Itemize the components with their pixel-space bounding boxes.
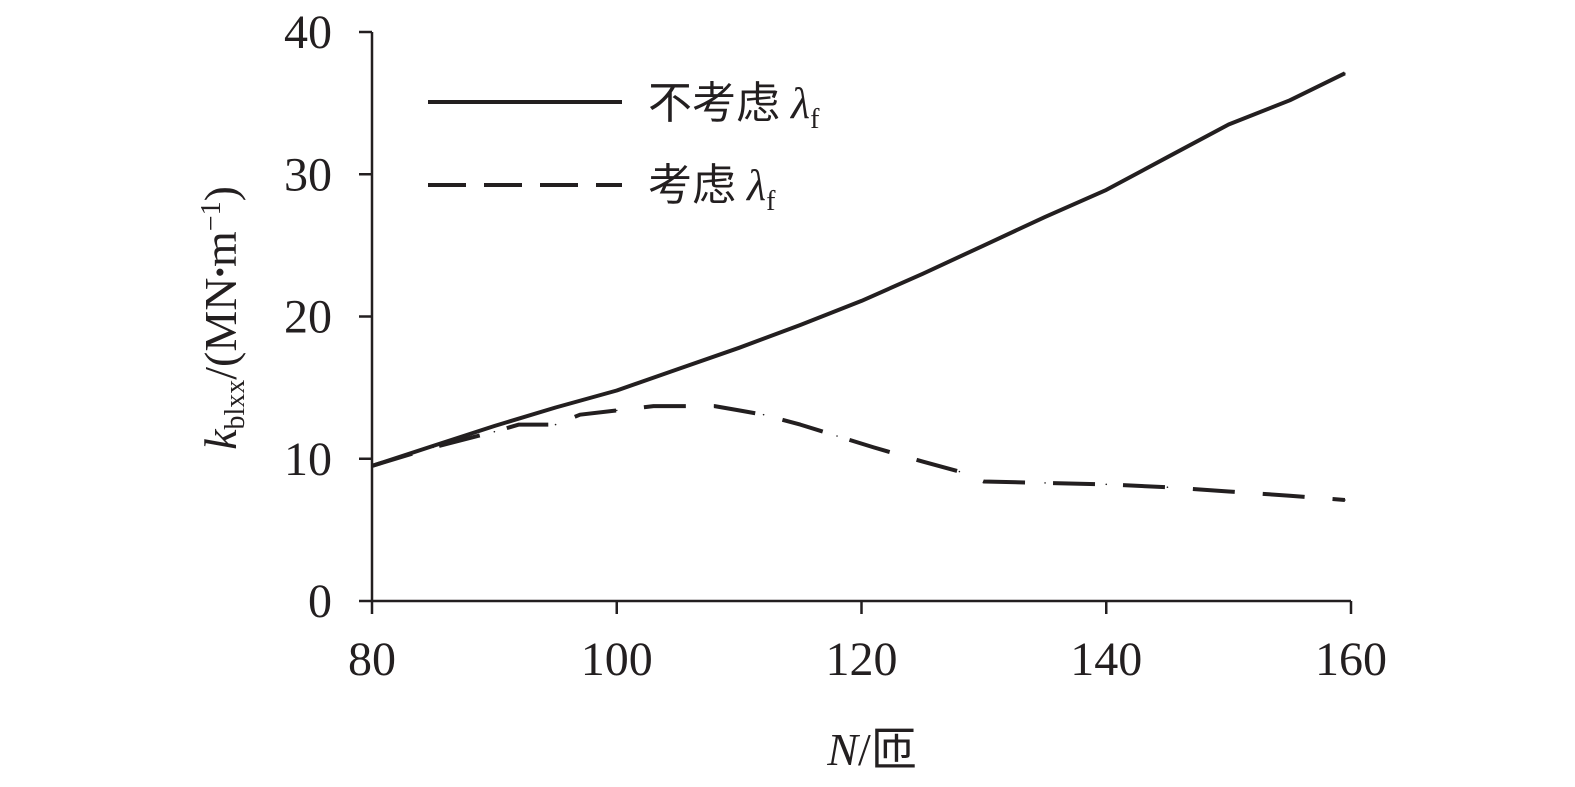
data-point <box>921 273 924 275</box>
data-point <box>371 465 373 467</box>
legend-label-solid: 不考虑 λf <box>648 79 820 135</box>
y-tick-label: 40 <box>284 6 332 59</box>
data-point <box>554 423 557 426</box>
data-point <box>1166 486 1169 489</box>
data-point <box>872 446 875 449</box>
data-point <box>983 480 985 483</box>
x-axis-title: N/匝 <box>826 724 916 775</box>
y-axis-ticks: 0 10 20 30 40 <box>284 6 372 628</box>
data-point <box>1227 490 1230 493</box>
data-point <box>799 423 802 426</box>
data-point <box>677 368 679 370</box>
data-point <box>738 409 740 412</box>
data-point <box>836 435 838 437</box>
data-point <box>432 445 434 447</box>
x-axis-ticks: 80 100 120 140 160 <box>348 601 1387 686</box>
data-point <box>1227 123 1230 126</box>
data-point <box>799 324 802 326</box>
data-point <box>1289 99 1291 102</box>
data-point <box>1044 482 1046 484</box>
series-line-solid <box>371 71 1346 468</box>
x-tick-label: 80 <box>348 633 396 686</box>
data-point <box>1105 189 1108 191</box>
data-point <box>518 423 520 426</box>
data-point <box>738 346 740 349</box>
data-point <box>615 409 618 412</box>
data-point <box>615 389 618 392</box>
x-tick-label: 120 <box>826 633 898 686</box>
data-point <box>1105 483 1108 486</box>
data-point <box>493 430 496 433</box>
y-tick-label: 20 <box>284 291 332 344</box>
data-point <box>1289 494 1291 497</box>
y-tick-label: 30 <box>284 148 332 201</box>
y-axis-title: kblxx/(MN•m−1) <box>195 186 251 450</box>
data-point <box>493 425 496 427</box>
axes <box>370 32 1351 603</box>
x-tick-label: 140 <box>1070 633 1142 686</box>
y-tick-label: 10 <box>284 433 332 486</box>
y-tick-label: 0 <box>308 575 332 628</box>
data-point <box>432 446 434 449</box>
data-point <box>983 244 985 247</box>
data-point <box>958 470 961 473</box>
data-point <box>1044 216 1046 218</box>
series-layer <box>371 71 1346 502</box>
legend: 不考虑 λf 考虑 λf <box>428 79 820 217</box>
data-point <box>921 460 924 463</box>
data-point <box>652 405 655 407</box>
data-point <box>762 413 765 416</box>
x-tick-label: 100 <box>581 633 653 686</box>
data-point <box>554 406 557 409</box>
data-point <box>713 405 716 407</box>
legend-label-dashed: 考虑 λf <box>648 161 776 217</box>
data-point <box>1344 72 1346 75</box>
data-point <box>860 300 863 302</box>
data-point <box>1344 499 1346 501</box>
data-point <box>579 413 581 416</box>
x-tick-label: 160 <box>1315 633 1387 686</box>
data-point <box>1166 156 1169 158</box>
